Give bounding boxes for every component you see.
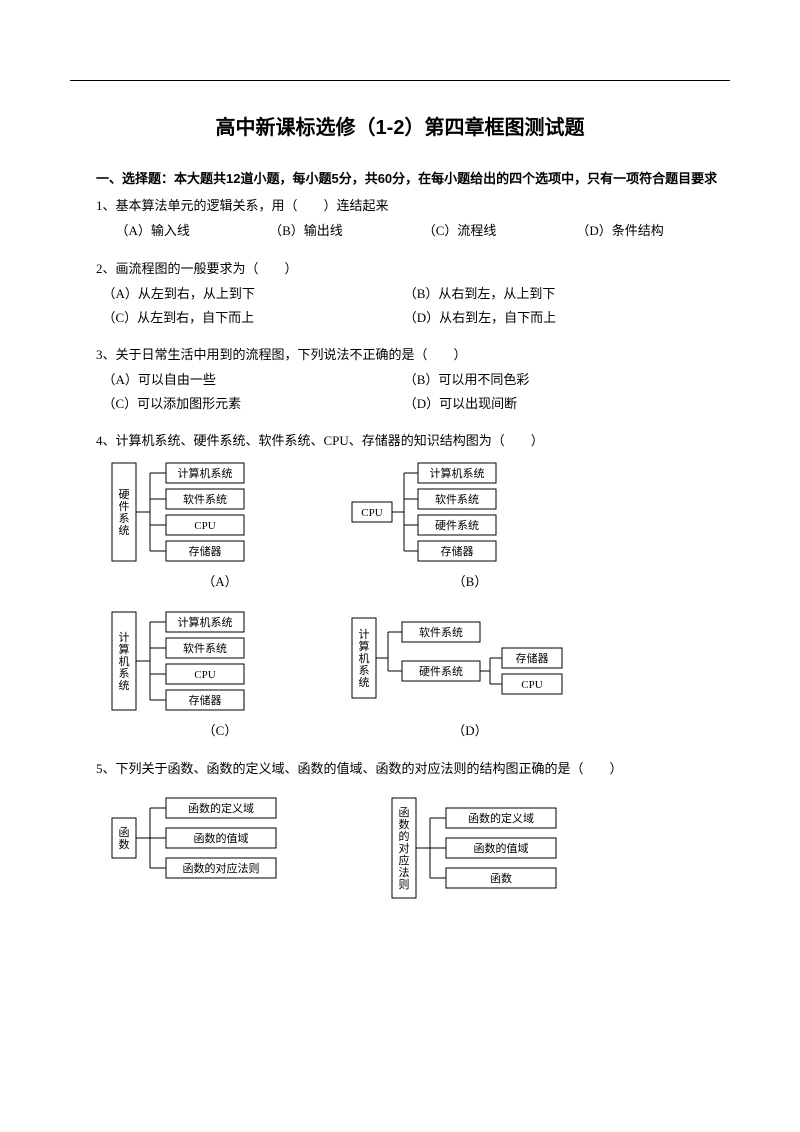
svg-text:机: 机 [359, 651, 370, 665]
svg-text:计算机系统: 计算机系统 [178, 466, 233, 480]
svg-text:的: 的 [399, 829, 410, 843]
svg-text:则: 则 [399, 878, 410, 891]
svg-text:硬件系统: 硬件系统 [435, 519, 479, 532]
q4-text: 4、计算机系统、硬件系统、软件系统、CPU、存储器的知识结构图为（ ） [70, 429, 730, 452]
svg-text:系: 系 [119, 667, 130, 680]
svg-text:存储器: 存储器 [189, 693, 222, 707]
svg-text:统: 统 [119, 679, 130, 692]
svg-text:算: 算 [359, 639, 370, 653]
svg-text:CPU: CPU [521, 679, 542, 691]
q5-diagrams-row: 函数函数的定义域函数的值域函数的对应法则 函数的对应法则函数的定义域函数的值域函… [110, 794, 730, 902]
svg-text:应: 应 [399, 853, 410, 867]
svg-text:数: 数 [119, 838, 130, 851]
q4-diagrams-row1: 硬件系统计算机系统软件系统CPU存储器 CPU计算机系统软件系统硬件系统存储器 [110, 459, 730, 565]
q4-label-c: （C） [110, 720, 330, 739]
svg-text:CPU: CPU [194, 520, 215, 532]
q4-diagram-c: 计算机系统计算机系统软件系统CPU存储器 [110, 608, 320, 714]
q1-opt-d: （D）条件结构 [576, 219, 730, 242]
svg-text:件: 件 [119, 500, 130, 513]
svg-text:CPU: CPU [361, 507, 382, 519]
q3-opt-b: （B）可以用不同色彩 [404, 368, 705, 391]
q3-text: 3、关于日常生活中用到的流程图，下列说法不正确的是（ ） [70, 343, 730, 366]
q3-options: （A）可以自由一些 （B）可以用不同色彩 （C）可以添加图形元素 （D）可以出现… [70, 368, 730, 415]
svg-text:数: 数 [399, 818, 410, 831]
svg-text:机: 机 [119, 654, 130, 668]
q2-opt-c: （C）从左到右，自下而上 [103, 306, 404, 329]
q4-label-d: （D） [360, 720, 580, 739]
q4-label-b: （B） [360, 571, 580, 590]
svg-text:函数的值域: 函数的值域 [474, 841, 529, 855]
q1-opt-c: （C）流程线 [423, 219, 577, 242]
q3-opt-c: （C）可以添加图形元素 [103, 392, 404, 415]
svg-text:系: 系 [119, 512, 130, 525]
svg-text:函: 函 [399, 806, 410, 819]
svg-text:计: 计 [119, 631, 130, 644]
q4-diagram-b: CPU 计算机系统软件系统硬件系统存储器 [350, 459, 560, 565]
svg-text:软件系统: 软件系统 [183, 641, 227, 655]
svg-text:计算机系统: 计算机系统 [178, 615, 233, 629]
svg-text:函数的对应法则: 函数的对应法则 [183, 861, 260, 875]
svg-text:计算机系统: 计算机系统 [430, 466, 485, 480]
svg-text:函数的定义域: 函数的定义域 [188, 801, 254, 815]
svg-text:硬: 硬 [119, 488, 130, 501]
section-1-header: 一、选择题：本大题共12道小题，每小题5分，共60分，在每小题给出的四个选项中，… [70, 168, 730, 190]
svg-text:计: 计 [359, 628, 370, 641]
svg-text:系: 系 [359, 664, 370, 677]
q5-diagram-b: 函数的对应法则函数的定义域函数的值域函数 [390, 794, 650, 902]
q3-opt-d: （D）可以出现间断 [404, 392, 705, 415]
svg-text:算: 算 [119, 642, 130, 656]
svg-text:存储器: 存储器 [189, 544, 222, 558]
svg-text:法: 法 [399, 865, 410, 879]
q5-text: 5、下列关于函数、函数的定义域、函数的值域、函数的对应法则的结构图正确的是（ ） [70, 757, 730, 780]
svg-text:硬件系统: 硬件系统 [419, 665, 463, 678]
q1-options: （A）输入线 （B）输出线 （C）流程线 （D）条件结构 [70, 219, 730, 242]
q3-opt-a: （A）可以自由一些 [103, 368, 404, 391]
svg-text:对: 对 [399, 841, 410, 855]
svg-text:函: 函 [119, 826, 130, 839]
svg-text:存储器: 存储器 [516, 651, 549, 665]
q2-text: 2、画流程图的一般要求为（ ） [70, 257, 730, 280]
q4-diagrams-row2: 计算机系统计算机系统软件系统CPU存储器 计算机系统软件系统硬件系统存储器CPU [110, 608, 730, 714]
q1-opt-a: （A）输入线 [116, 219, 270, 242]
svg-text:软件系统: 软件系统 [435, 492, 479, 506]
svg-text:统: 统 [119, 524, 130, 537]
svg-text:存储器: 存储器 [441, 544, 474, 558]
q4-label-a: （A） [110, 571, 330, 590]
q1-opt-b: （B）输出线 [269, 219, 423, 242]
svg-text:函数的值域: 函数的值域 [194, 831, 249, 845]
q4-diagram-a: 硬件系统 计算机系统软件系统 CPU 存储器 [110, 459, 320, 565]
q4-diagram-d: 计算机系统 软件系统硬件系统 存储器 CPU [350, 608, 610, 714]
svg-text:软件系统: 软件系统 [419, 625, 463, 639]
q2-options: （A）从左到右，从上到下 （B）从右到左，从上到下 （C）从左到右，自下而上 （… [70, 282, 730, 329]
svg-text:软件系统: 软件系统 [183, 492, 227, 506]
page-title: 高中新课标选修（1-2）第四章框图测试题 [70, 111, 730, 140]
q2-opt-b: （B）从右到左，从上到下 [404, 282, 705, 305]
q2-opt-a: （A）从左到右，从上到下 [103, 282, 404, 305]
q5-diagram-a: 函数 函数的定义域函数的值域函数的对应法则 [110, 794, 360, 902]
svg-text:函数的定义域: 函数的定义域 [468, 811, 534, 825]
q2-opt-d: （D）从右到左，自下而上 [404, 306, 705, 329]
svg-text:函数: 函数 [490, 872, 512, 885]
svg-text:CPU: CPU [194, 669, 215, 681]
q1-text: 1、基本算法单元的逻辑关系，用（ ）连结起来 [70, 194, 730, 217]
svg-text:统: 统 [359, 676, 370, 689]
